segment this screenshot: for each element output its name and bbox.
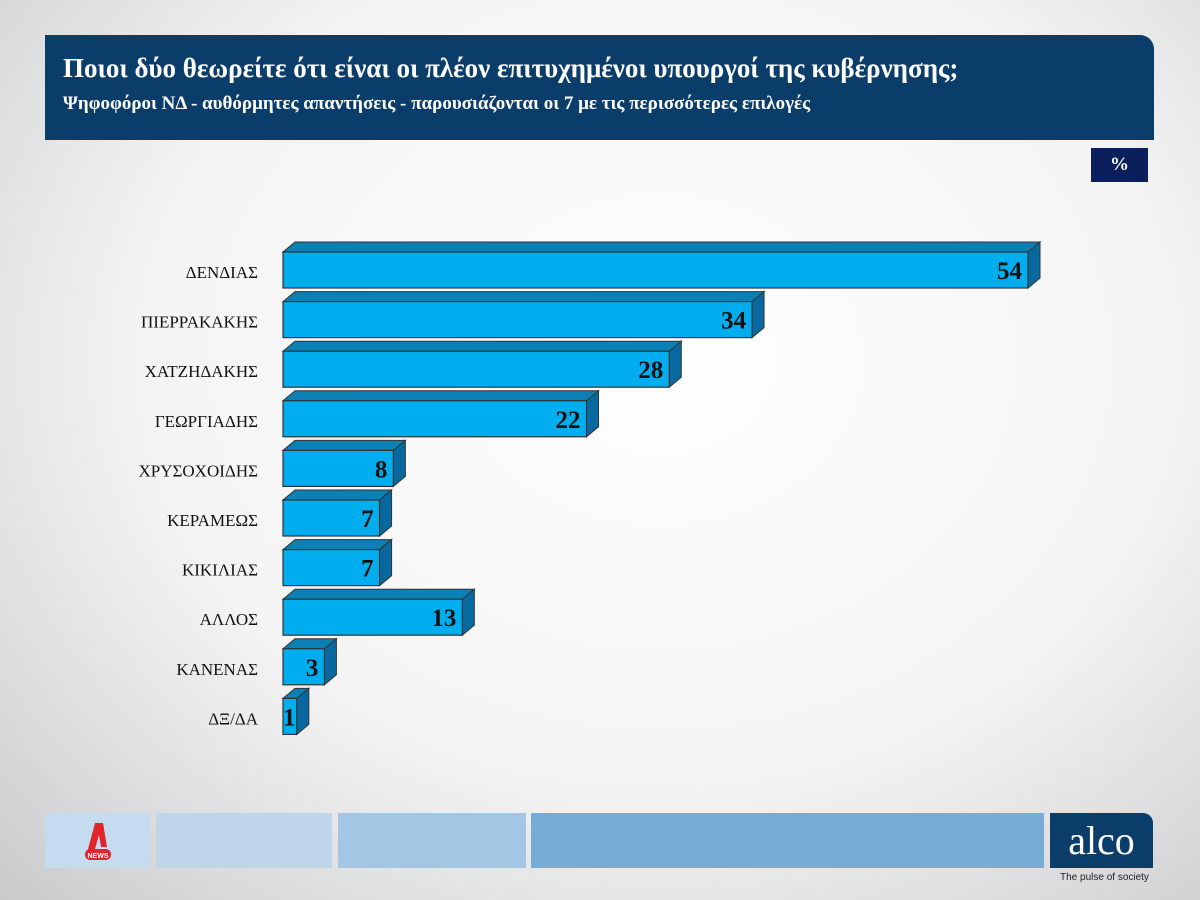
alpha-news-logo: NEWS xyxy=(45,813,150,868)
alpha-logo-icon: NEWS xyxy=(85,823,111,860)
bar xyxy=(282,598,463,636)
category-label: ΔΕΝΔΙΑΣ xyxy=(186,263,258,282)
bar-top xyxy=(281,588,476,600)
value-label: 3 xyxy=(306,655,319,682)
category-label: ΠΙΕΡΡΑΚΑΚΗΣ xyxy=(141,313,258,332)
value-label: 13 xyxy=(431,605,456,632)
value-label: 7 xyxy=(361,556,374,583)
category-label: ΔΞ/ΔΑ xyxy=(208,709,259,728)
value-label: 1 xyxy=(283,704,296,731)
category-label: ΧΡΥΣΟΧΟΙΔΗΣ xyxy=(139,461,259,480)
value-label: 34 xyxy=(721,308,747,335)
category-label: ΓΕΩΡΓΙΑΔΗΣ xyxy=(155,412,258,431)
category-label: ΚΑΝΕΝΑΣ xyxy=(176,660,258,679)
value-label: 7 xyxy=(361,506,374,533)
value-label: 22 xyxy=(556,407,581,434)
bar xyxy=(282,400,588,438)
bar-top xyxy=(281,241,1042,253)
bar xyxy=(282,350,670,388)
bar xyxy=(282,697,298,736)
footer-block xyxy=(338,813,526,868)
title-banner: Ποιοι δύο θεωρείτε ότι είναι οι πλέον επ… xyxy=(45,35,1154,140)
svg-text:NEWS: NEWS xyxy=(88,853,109,860)
category-label: ΚΙΚΙΛΙΑΣ xyxy=(182,561,258,580)
alco-tagline: The pulse of society xyxy=(1060,872,1149,883)
unit-badge: % xyxy=(1091,148,1148,182)
bar xyxy=(282,251,1029,289)
bar xyxy=(282,548,381,587)
chart-subtitle: Ψηφοφόροι ΝΔ - αυθόρμητες απαντήσεις - π… xyxy=(63,93,811,114)
bar xyxy=(282,499,381,537)
bar-top xyxy=(281,439,407,451)
alco-logo: alco xyxy=(1050,813,1153,868)
category-label: ΧΑΤΖΗΔΑΚΗΣ xyxy=(145,362,258,381)
chart-title: Ποιοι δύο θεωρείτε ότι είναι οι πλέον επ… xyxy=(63,53,959,83)
bar-top xyxy=(281,291,766,303)
footer-block xyxy=(156,813,332,868)
value-label: 54 xyxy=(997,258,1023,285)
footer-block xyxy=(531,813,1044,868)
category-label: ΚΕΡΑΜΕΩΣ xyxy=(167,511,258,530)
bar xyxy=(282,449,394,487)
category-label: ΑΛΛΟΣ xyxy=(200,610,259,629)
bar-top xyxy=(281,489,393,501)
bar xyxy=(282,301,753,339)
bar xyxy=(282,648,325,686)
value-label: 8 xyxy=(375,456,388,483)
bar-top xyxy=(281,340,683,352)
value-label: 28 xyxy=(638,357,663,384)
bar-top xyxy=(281,390,600,402)
bar-top xyxy=(281,539,393,551)
